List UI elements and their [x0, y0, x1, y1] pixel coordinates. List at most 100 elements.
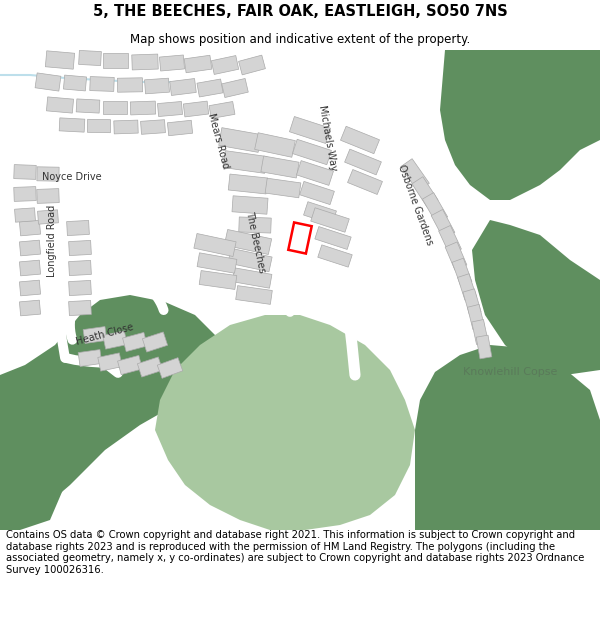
Text: The Beeches: The Beeches: [244, 211, 266, 274]
Bar: [452, 258, 472, 286]
Bar: [289, 116, 331, 144]
Bar: [439, 226, 461, 254]
Bar: [197, 79, 223, 97]
Bar: [223, 151, 267, 173]
Bar: [311, 208, 349, 232]
Bar: [184, 55, 212, 72]
Bar: [431, 209, 455, 239]
Bar: [67, 221, 89, 236]
Text: 5, THE BEECHES, FAIR OAK, EASTLEIGH, SO50 7NS: 5, THE BEECHES, FAIR OAK, EASTLEIGH, SO5…: [92, 4, 508, 19]
Bar: [118, 78, 143, 92]
Text: Noyce Drive: Noyce Drive: [42, 172, 102, 182]
Bar: [467, 304, 485, 329]
Bar: [422, 192, 448, 223]
Bar: [14, 187, 36, 201]
Bar: [19, 260, 41, 276]
Bar: [19, 220, 41, 236]
Text: Contains OS data © Crown copyright and database right 2021. This information is : Contains OS data © Crown copyright and d…: [6, 530, 584, 575]
Polygon shape: [440, 50, 600, 200]
Bar: [118, 356, 142, 374]
Bar: [114, 120, 138, 134]
Bar: [296, 161, 334, 186]
Bar: [130, 101, 156, 115]
Bar: [145, 78, 169, 94]
Bar: [463, 289, 481, 315]
Bar: [140, 119, 166, 134]
Bar: [412, 177, 438, 208]
Bar: [228, 248, 272, 272]
Text: Mears Road: Mears Road: [206, 112, 230, 170]
Bar: [142, 332, 167, 352]
Bar: [318, 245, 352, 267]
Bar: [157, 101, 182, 116]
Text: Michaels Way: Michaels Way: [317, 104, 339, 172]
Bar: [194, 234, 236, 256]
Bar: [219, 127, 261, 152]
Bar: [103, 331, 127, 349]
Bar: [14, 164, 36, 179]
Text: Osborne Gardens: Osborne Gardens: [396, 164, 434, 247]
Bar: [132, 54, 158, 70]
Bar: [137, 357, 163, 377]
Bar: [199, 271, 237, 289]
Bar: [197, 253, 237, 273]
Bar: [157, 357, 183, 378]
Bar: [79, 51, 101, 66]
Bar: [341, 126, 379, 154]
Text: Map shows position and indicative extent of the property.: Map shows position and indicative extent…: [130, 32, 470, 46]
Bar: [304, 202, 337, 224]
Bar: [35, 73, 61, 91]
Bar: [103, 101, 127, 114]
Bar: [59, 118, 85, 132]
Text: Knowlehill Copse: Knowlehill Copse: [463, 367, 557, 377]
Bar: [103, 52, 128, 68]
Bar: [261, 156, 299, 178]
Bar: [160, 55, 185, 71]
Bar: [232, 268, 272, 288]
Bar: [211, 56, 239, 74]
Bar: [76, 99, 100, 113]
Bar: [122, 332, 148, 352]
Bar: [344, 149, 382, 175]
Bar: [38, 210, 58, 224]
Bar: [222, 79, 248, 98]
Polygon shape: [415, 345, 600, 530]
Bar: [19, 300, 41, 316]
Bar: [37, 189, 59, 203]
Polygon shape: [472, 220, 600, 375]
Bar: [299, 181, 334, 204]
Bar: [37, 167, 59, 181]
Bar: [64, 75, 86, 91]
Polygon shape: [0, 440, 65, 530]
Bar: [19, 240, 41, 256]
Bar: [224, 229, 272, 254]
Polygon shape: [0, 295, 220, 530]
Bar: [239, 217, 271, 233]
Bar: [239, 55, 265, 75]
Bar: [46, 97, 74, 113]
Bar: [236, 286, 272, 304]
Bar: [68, 261, 91, 276]
Bar: [19, 280, 41, 296]
Bar: [88, 119, 110, 132]
Bar: [445, 242, 467, 270]
Bar: [170, 79, 196, 96]
Bar: [401, 159, 430, 191]
Bar: [14, 208, 35, 222]
Bar: [228, 174, 268, 194]
Bar: [78, 349, 102, 366]
Bar: [476, 335, 492, 359]
Text: Heath Close: Heath Close: [75, 322, 135, 347]
Bar: [167, 120, 193, 136]
Bar: [254, 132, 295, 158]
Bar: [209, 101, 235, 119]
Bar: [232, 196, 268, 214]
Bar: [83, 326, 107, 344]
Bar: [183, 101, 209, 117]
Bar: [68, 281, 91, 296]
Bar: [458, 274, 476, 300]
Bar: [265, 178, 301, 198]
Bar: [315, 227, 351, 249]
Bar: [288, 222, 312, 254]
Bar: [68, 301, 91, 316]
